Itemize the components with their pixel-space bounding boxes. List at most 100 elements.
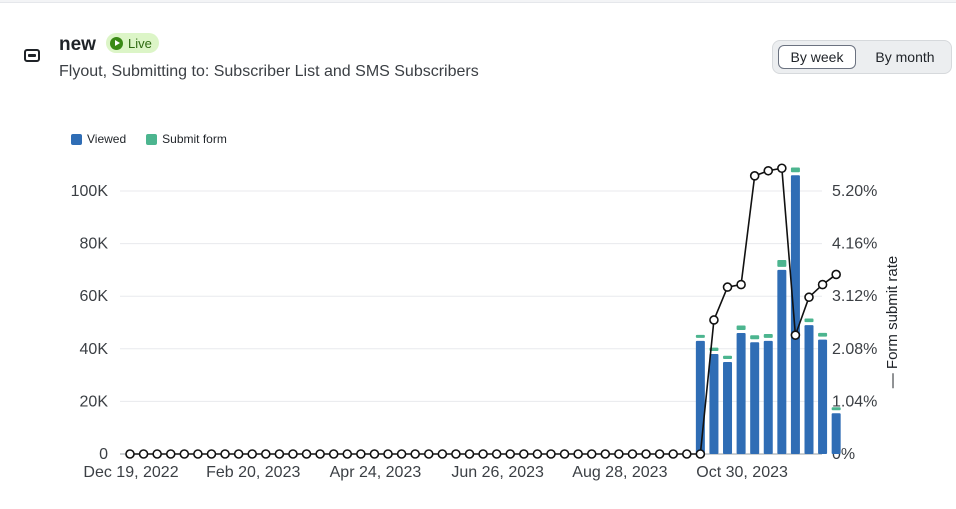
point-form-submit-rate	[301, 449, 312, 459]
bar-submit-form	[763, 333, 773, 338]
bar-submit-form	[723, 355, 733, 359]
point-form-submit-rate	[193, 449, 203, 459]
chart-legend: Viewed Submit form	[71, 132, 247, 146]
point-form-submit-rate	[274, 449, 285, 459]
point-form-submit-rate	[722, 282, 733, 292]
form-title[interactable]: new	[59, 34, 96, 55]
point-form-submit-rate	[790, 330, 801, 340]
legend-label-viewed: Viewed	[87, 132, 127, 146]
point-form-submit-rate	[532, 449, 543, 459]
bar-submit-form	[736, 325, 746, 331]
bar-viewed	[695, 340, 705, 454]
point-form-submit-rate	[383, 449, 393, 459]
bar-viewed	[777, 269, 787, 454]
point-form-submit-rate	[288, 449, 298, 459]
y-left-tick-label: 0	[99, 446, 108, 463]
bar-submit-form	[804, 318, 814, 323]
y-right-tick-label: 5.20%	[832, 183, 877, 200]
bar-submit-form	[750, 335, 760, 340]
y-left-tick-label: 100K	[71, 183, 109, 200]
point-form-submit-rate	[410, 449, 420, 459]
by-week-button[interactable]: By week	[778, 45, 856, 69]
y-left-tick-label: 20K	[80, 393, 109, 410]
bar-submit-form	[695, 334, 705, 338]
legend-swatch-submit	[146, 133, 158, 145]
point-form-submit-rate	[736, 279, 746, 290]
point-form-submit-rate	[342, 449, 353, 459]
point-form-submit-rate	[749, 171, 760, 181]
bar-viewed	[750, 342, 760, 454]
point-form-submit-rate	[763, 165, 774, 176]
y-left-tick-label: 40K	[80, 341, 109, 358]
point-form-submit-rate	[247, 449, 258, 459]
y-left-tick-label: 80K	[80, 236, 109, 253]
point-form-submit-rate	[478, 449, 488, 459]
status-badge: Live	[106, 33, 159, 53]
bar-viewed	[709, 354, 719, 454]
bar-viewed	[818, 339, 828, 454]
form-subtitle: Flyout, Submitting to: Subscriber List a…	[59, 63, 479, 80]
point-form-submit-rate	[614, 449, 624, 459]
status-label: Live	[128, 35, 152, 51]
point-form-submit-rate	[627, 449, 638, 459]
point-form-submit-rate	[328, 449, 339, 459]
y-right-tick-label: 2.08%	[832, 341, 877, 358]
legend-label-submit: Submit form	[162, 132, 227, 146]
point-form-submit-rate	[451, 449, 461, 459]
point-form-submit-rate	[220, 449, 230, 459]
point-form-submit-rate	[206, 449, 217, 459]
bar-submit-form	[777, 260, 787, 267]
point-form-submit-rate	[491, 449, 502, 459]
y-left-tick-label: 60K	[80, 288, 109, 305]
point-form-submit-rate	[641, 449, 651, 459]
point-form-submit-rate	[125, 449, 135, 459]
play-icon	[110, 36, 123, 50]
bar-submit-form	[790, 167, 800, 173]
bar-viewed	[736, 333, 746, 454]
point-form-submit-rate	[573, 449, 583, 459]
point-form-submit-rate	[709, 315, 719, 325]
point-form-submit-rate	[804, 292, 814, 303]
point-form-submit-rate	[356, 449, 366, 459]
legend-item-viewed[interactable]: Viewed	[71, 132, 126, 146]
point-form-submit-rate	[152, 449, 162, 459]
x-tick-label: Jun 26, 2023	[451, 464, 544, 481]
x-tick-label: Feb 20, 2023	[206, 464, 300, 481]
point-form-submit-rate	[831, 269, 841, 280]
bar-viewed	[723, 361, 733, 454]
x-tick-label: Dec 19, 2022	[83, 464, 178, 481]
bar-submit-form	[818, 332, 828, 337]
point-form-submit-rate	[519, 449, 529, 459]
point-form-submit-rate	[505, 449, 516, 459]
point-form-submit-rate	[233, 449, 244, 459]
point-form-submit-rate	[695, 449, 706, 459]
y-right-axis-label: — Form submit rate	[884, 256, 901, 389]
period-toggle: By week By month	[772, 40, 952, 74]
bar-viewed	[790, 175, 800, 454]
point-form-submit-rate	[179, 449, 190, 459]
point-form-submit-rate	[559, 449, 570, 459]
bar-viewed	[763, 340, 773, 454]
y-right-tick-label: 1.04%	[832, 393, 877, 410]
by-month-button[interactable]: By month	[875, 49, 935, 65]
point-form-submit-rate	[260, 449, 271, 459]
point-form-submit-rate	[668, 449, 679, 459]
point-form-submit-rate	[464, 449, 475, 459]
point-form-submit-rate	[777, 163, 787, 174]
legend-swatch-viewed	[71, 133, 82, 145]
point-form-submit-rate	[396, 449, 407, 459]
point-form-submit-rate	[586, 449, 597, 459]
point-form-submit-rate	[369, 449, 380, 459]
y-right-tick-label: 3.12%	[832, 288, 877, 305]
legend-item-submit[interactable]: Submit form	[146, 132, 227, 146]
point-form-submit-rate	[423, 449, 434, 459]
bar-viewed	[831, 413, 841, 454]
x-tick-label: Aug 28, 2023	[572, 464, 667, 481]
point-form-submit-rate	[315, 449, 325, 459]
y-right-tick-label: 4.16%	[832, 236, 877, 253]
point-form-submit-rate	[437, 449, 448, 459]
point-form-submit-rate	[138, 449, 149, 459]
point-form-submit-rate	[817, 279, 828, 290]
point-form-submit-rate	[654, 449, 665, 459]
